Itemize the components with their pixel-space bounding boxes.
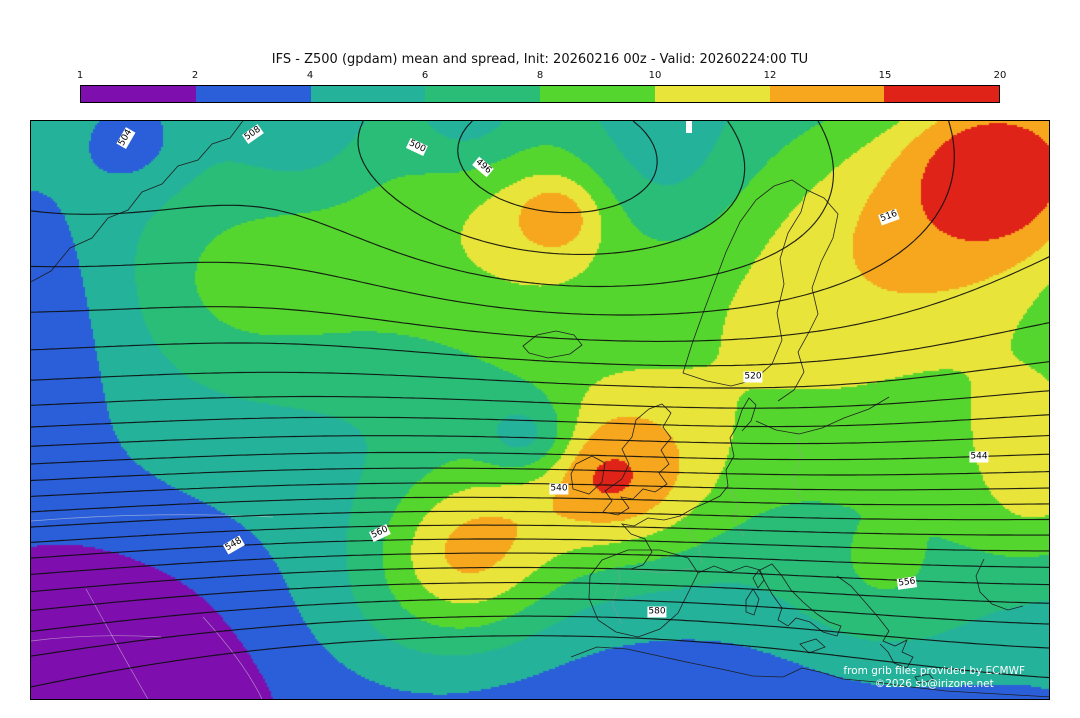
coastline <box>759 563 842 637</box>
coastline <box>836 575 914 669</box>
country-border <box>727 485 745 537</box>
coastline <box>755 396 890 435</box>
map-panel: from grib files provided by ECMWF ©2026 … <box>30 120 1050 700</box>
coastline <box>588 549 699 638</box>
edge-label-notch <box>686 121 692 133</box>
attribution-line2: ©2026 sb@irizone.net <box>874 678 994 690</box>
country-border <box>611 555 623 625</box>
colorbar: 1 2 4 6 8 10 12 15 20 <box>77 70 1006 103</box>
colorbar-segment <box>884 86 999 102</box>
coastline <box>570 646 1049 698</box>
coastline <box>745 588 760 616</box>
colorbar-segment <box>195 86 311 102</box>
colorbar-tick-label: 6 <box>421 70 429 81</box>
contour-label: 520 <box>743 371 763 383</box>
coastline <box>752 569 765 589</box>
colorbar-tick-label: 4 <box>306 70 314 81</box>
country-border <box>632 567 693 574</box>
coastline <box>799 638 826 654</box>
coastline <box>914 673 935 684</box>
colorbar-tick-label: 15 <box>878 70 892 81</box>
graticule-line <box>202 616 263 699</box>
country-border <box>679 515 703 565</box>
colorbar-segment <box>654 86 770 102</box>
coastline <box>777 189 839 402</box>
coastline <box>602 403 672 516</box>
contour-label: 580 <box>647 606 667 618</box>
attribution: from grib files provided by ECMWF ©2026 … <box>843 665 1025 691</box>
coastline <box>682 179 808 387</box>
colorbar-tick-label: 8 <box>536 70 544 81</box>
contour-label: 544 <box>969 451 989 463</box>
coastline <box>679 427 737 517</box>
colorbar-segment <box>769 86 885 102</box>
map-overlay <box>31 121 1049 699</box>
coastline <box>975 558 1024 611</box>
coastline <box>735 397 757 432</box>
coastline <box>522 330 583 359</box>
graticule-line <box>31 635 162 642</box>
colorbar-bar <box>80 85 1000 103</box>
height-contour-lines <box>31 121 1049 688</box>
colorbar-tick-label: 10 <box>648 70 662 81</box>
contour-label: 540 <box>549 483 569 495</box>
colorbar-tick-label: 20 <box>993 70 1007 81</box>
colorbar-tick-label: 1 <box>76 70 84 81</box>
attribution-line1: from grib files provided by ECMWF <box>843 665 1025 677</box>
colorbar-tick-label: 12 <box>763 70 777 81</box>
graticule-line <box>85 588 149 699</box>
coastline <box>620 515 681 570</box>
colorbar-segment <box>310 86 426 102</box>
colorbar-tick-label: 2 <box>191 70 199 81</box>
colorbar-ticks: 1 2 4 6 8 10 12 15 20 <box>76 70 1007 83</box>
colorbar-segment <box>425 86 540 102</box>
colorbar-segment <box>540 86 655 102</box>
chart-title: IFS - Z500 (gpdam) mean and spread, Init… <box>271 52 809 67</box>
colorbar-segment <box>81 86 196 102</box>
coastline <box>570 455 606 495</box>
coastline <box>31 121 244 283</box>
